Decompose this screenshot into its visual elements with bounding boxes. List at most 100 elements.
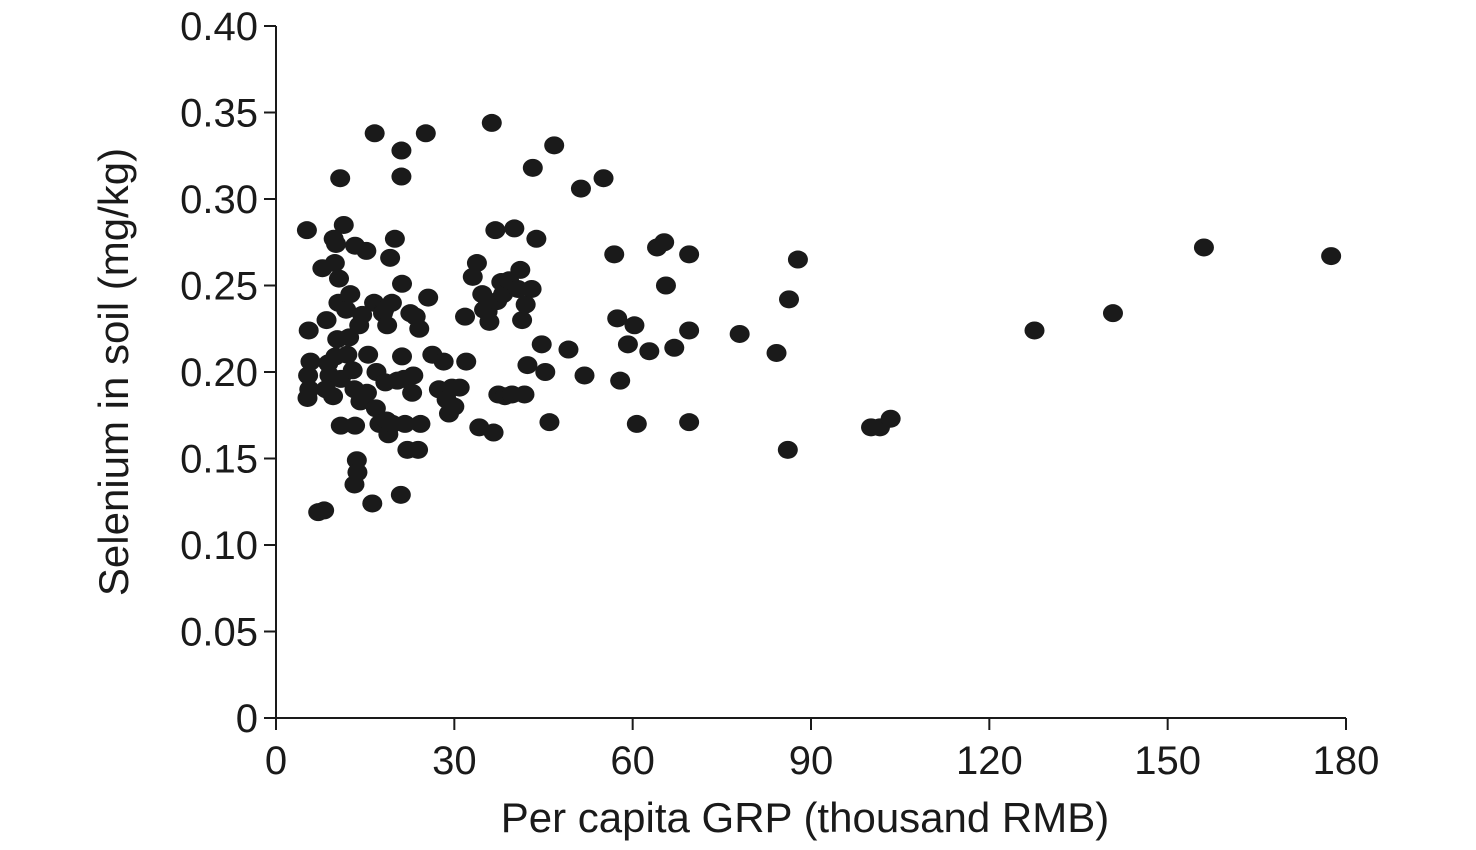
data-point [624, 316, 645, 335]
data-point [409, 319, 430, 338]
data-point [326, 234, 347, 253]
data-point [510, 260, 531, 279]
data-point [456, 352, 477, 371]
data-point [391, 167, 412, 186]
data-point [1321, 247, 1342, 266]
data-point [514, 385, 535, 404]
data-point [329, 269, 350, 288]
data-point [449, 378, 470, 397]
y-tick-label: 0.10 [180, 524, 258, 568]
data-point [507, 279, 528, 298]
x-tick-label: 90 [789, 739, 834, 783]
y-tick-label: 0.15 [180, 438, 258, 482]
data-point [654, 233, 675, 252]
data-point [345, 416, 366, 435]
x-axis-ticks: 0 30 60 90 120 150 180 [265, 718, 1380, 783]
data-point [336, 300, 357, 319]
data-point [655, 276, 676, 295]
data-point [521, 279, 542, 298]
data-point [316, 311, 337, 330]
data-point [364, 124, 385, 143]
data-point [380, 248, 401, 267]
x-tick-label: 120 [956, 739, 1023, 783]
data-point [342, 361, 363, 380]
data-point [558, 340, 579, 359]
data-point [504, 219, 525, 238]
data-point [466, 254, 487, 273]
data-point [394, 414, 415, 433]
data-point [296, 221, 317, 240]
data-point [297, 388, 318, 407]
data-point [574, 366, 595, 385]
data-point [544, 136, 565, 155]
data-point [330, 416, 351, 435]
data-point [593, 169, 614, 188]
y-tick-label: 0.40 [180, 5, 258, 49]
data-point [481, 113, 502, 132]
data-point [522, 158, 543, 177]
data-point [604, 245, 625, 264]
data-point [323, 387, 344, 406]
data-point [483, 423, 504, 442]
x-tick-label: 180 [1313, 739, 1380, 783]
data-point [403, 366, 424, 385]
data-point [352, 305, 373, 324]
data-point [517, 356, 538, 375]
data-point [515, 295, 536, 314]
data-point [531, 335, 552, 354]
data-point [418, 288, 439, 307]
data-point [433, 352, 454, 371]
data-point [626, 414, 647, 433]
data-point [298, 366, 319, 385]
data-point [340, 285, 361, 304]
data-point [390, 485, 411, 504]
data-point [664, 338, 685, 357]
data-point [356, 383, 377, 402]
data-point [381, 293, 402, 312]
data-point [535, 363, 556, 381]
data-point [766, 343, 787, 362]
data-point [358, 345, 379, 364]
data-point [347, 463, 368, 482]
data-point [607, 309, 628, 328]
data-point [779, 290, 800, 309]
data-point [679, 245, 700, 264]
data-point [300, 352, 321, 371]
data-point [455, 307, 476, 326]
y-axis-ticks: 0 0.05 0.10 0.15 0.20 0.25 0.30 0.35 0.40 [180, 5, 276, 741]
data-point [392, 347, 413, 366]
data-point [392, 274, 413, 293]
scatter-points [296, 113, 1342, 522]
x-tick-label: 0 [265, 739, 287, 783]
data-point [485, 221, 506, 240]
data-point [679, 321, 700, 340]
data-point [610, 371, 631, 390]
y-axis-title: Selenium in soil (mg/kg) [90, 148, 137, 596]
data-point [880, 409, 901, 428]
data-point [377, 316, 398, 335]
data-point [365, 399, 386, 418]
data-point [314, 501, 335, 520]
y-tick-label: 0.25 [180, 265, 258, 309]
data-point [1024, 321, 1045, 340]
data-point [402, 383, 423, 402]
data-point [330, 169, 351, 188]
data-point [356, 241, 377, 260]
data-point [1193, 238, 1214, 257]
data-point [415, 124, 436, 143]
y-tick-label: 0.35 [180, 92, 258, 136]
data-point [408, 440, 429, 459]
data-point [512, 311, 533, 330]
data-point [362, 494, 383, 513]
y-tick-label: 0.05 [180, 611, 258, 655]
x-tick-label: 60 [610, 739, 655, 783]
data-point [462, 267, 483, 286]
data-point [639, 342, 660, 361]
data-point [444, 397, 465, 416]
data-point [787, 250, 808, 269]
data-point [777, 440, 798, 459]
y-tick-label: 0.30 [180, 178, 258, 222]
x-tick-label: 30 [432, 739, 477, 783]
y-tick-label: 0.20 [180, 351, 258, 395]
